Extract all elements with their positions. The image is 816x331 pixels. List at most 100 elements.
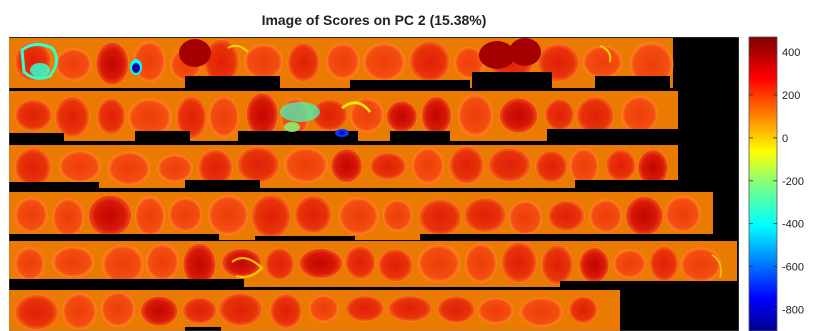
plot-area (9, 37, 739, 331)
grain (449, 146, 485, 185)
grain (95, 41, 130, 86)
grain (612, 249, 647, 279)
image-strip (9, 192, 713, 240)
strip-gap (185, 180, 260, 188)
colorbar-scale (748, 36, 778, 331)
grain (464, 242, 498, 284)
grain (145, 243, 180, 282)
grain (649, 245, 679, 282)
grain (540, 244, 574, 285)
grain (294, 195, 333, 234)
grain (535, 150, 568, 183)
grain (330, 148, 363, 183)
grain (338, 197, 379, 236)
colorbar-tick-label: 400 (782, 47, 800, 59)
low-score-region (30, 63, 50, 77)
grain (218, 292, 263, 327)
chart-title: Image of Scores on PC 2 (15.38%) (261, 12, 487, 28)
strip-gap (9, 234, 219, 240)
grain (14, 246, 45, 281)
grain (207, 194, 249, 236)
grain (14, 99, 53, 132)
grain (345, 295, 385, 322)
strip-gap (472, 72, 552, 88)
strip-gap (9, 182, 99, 188)
image-strip (9, 241, 738, 287)
grain (680, 247, 722, 283)
grain (547, 200, 585, 232)
grain (168, 197, 203, 233)
grain (176, 95, 207, 140)
grain (377, 248, 414, 283)
image-strip (9, 290, 620, 331)
grain (245, 92, 279, 137)
grain (386, 100, 418, 133)
grain (87, 194, 132, 237)
grain (269, 293, 303, 329)
grain (58, 150, 102, 183)
strip-gap (238, 131, 358, 141)
colorbar-tick-label: -200 (782, 176, 804, 188)
grain (369, 152, 407, 181)
grain (140, 295, 179, 327)
grain (156, 154, 193, 183)
grain (421, 96, 452, 136)
grain (182, 243, 217, 286)
strip-gap (390, 131, 450, 141)
grain (298, 248, 343, 279)
grain (605, 149, 637, 182)
low-score-region (280, 102, 320, 122)
strip-gap (575, 180, 678, 188)
grain (55, 48, 93, 82)
grain (487, 147, 531, 183)
colorbar-tick-label: -400 (782, 219, 804, 231)
grain (625, 195, 664, 237)
outlier-spot (132, 63, 140, 73)
grain (578, 247, 610, 283)
grain (14, 294, 59, 331)
low-score-region (284, 122, 300, 132)
strip-gap (185, 327, 221, 331)
grain (325, 42, 361, 80)
low-score-edge (599, 45, 612, 63)
grain (14, 197, 48, 233)
colorbar-tick-label: -800 (782, 305, 804, 317)
colorbar-tick-label: 200 (782, 90, 800, 102)
grain (387, 295, 433, 322)
grain (362, 42, 406, 82)
low-score-edge (231, 257, 264, 278)
colorbar-tick-label: 0 (782, 133, 788, 145)
grain (582, 45, 623, 79)
grain (127, 98, 173, 137)
high-score-grain (179, 39, 211, 67)
grain (14, 147, 52, 187)
grain (100, 291, 136, 328)
strip-gap (135, 131, 190, 141)
image-strip (9, 145, 678, 188)
grain (243, 43, 284, 80)
grain (417, 244, 461, 283)
grain (588, 199, 623, 234)
strip-gap (9, 279, 244, 287)
grain (477, 297, 514, 325)
low-score-edge (341, 101, 371, 113)
grain (51, 246, 95, 278)
grain (664, 195, 702, 233)
strip-gap (9, 133, 64, 141)
high-score-grain (509, 38, 541, 66)
grain (436, 295, 476, 324)
grain (349, 97, 385, 133)
grain (107, 151, 151, 186)
low-score-edge (711, 254, 722, 279)
grain (344, 245, 376, 280)
grain (418, 198, 462, 236)
grain (501, 241, 538, 284)
strip-gap (420, 234, 713, 240)
strip-gap (255, 236, 355, 240)
high-score-grain (479, 41, 515, 69)
grain (54, 95, 90, 138)
strip-gap (185, 76, 280, 88)
grain (308, 294, 339, 323)
low-score-edge (20, 43, 58, 80)
strip-gap (350, 80, 470, 88)
